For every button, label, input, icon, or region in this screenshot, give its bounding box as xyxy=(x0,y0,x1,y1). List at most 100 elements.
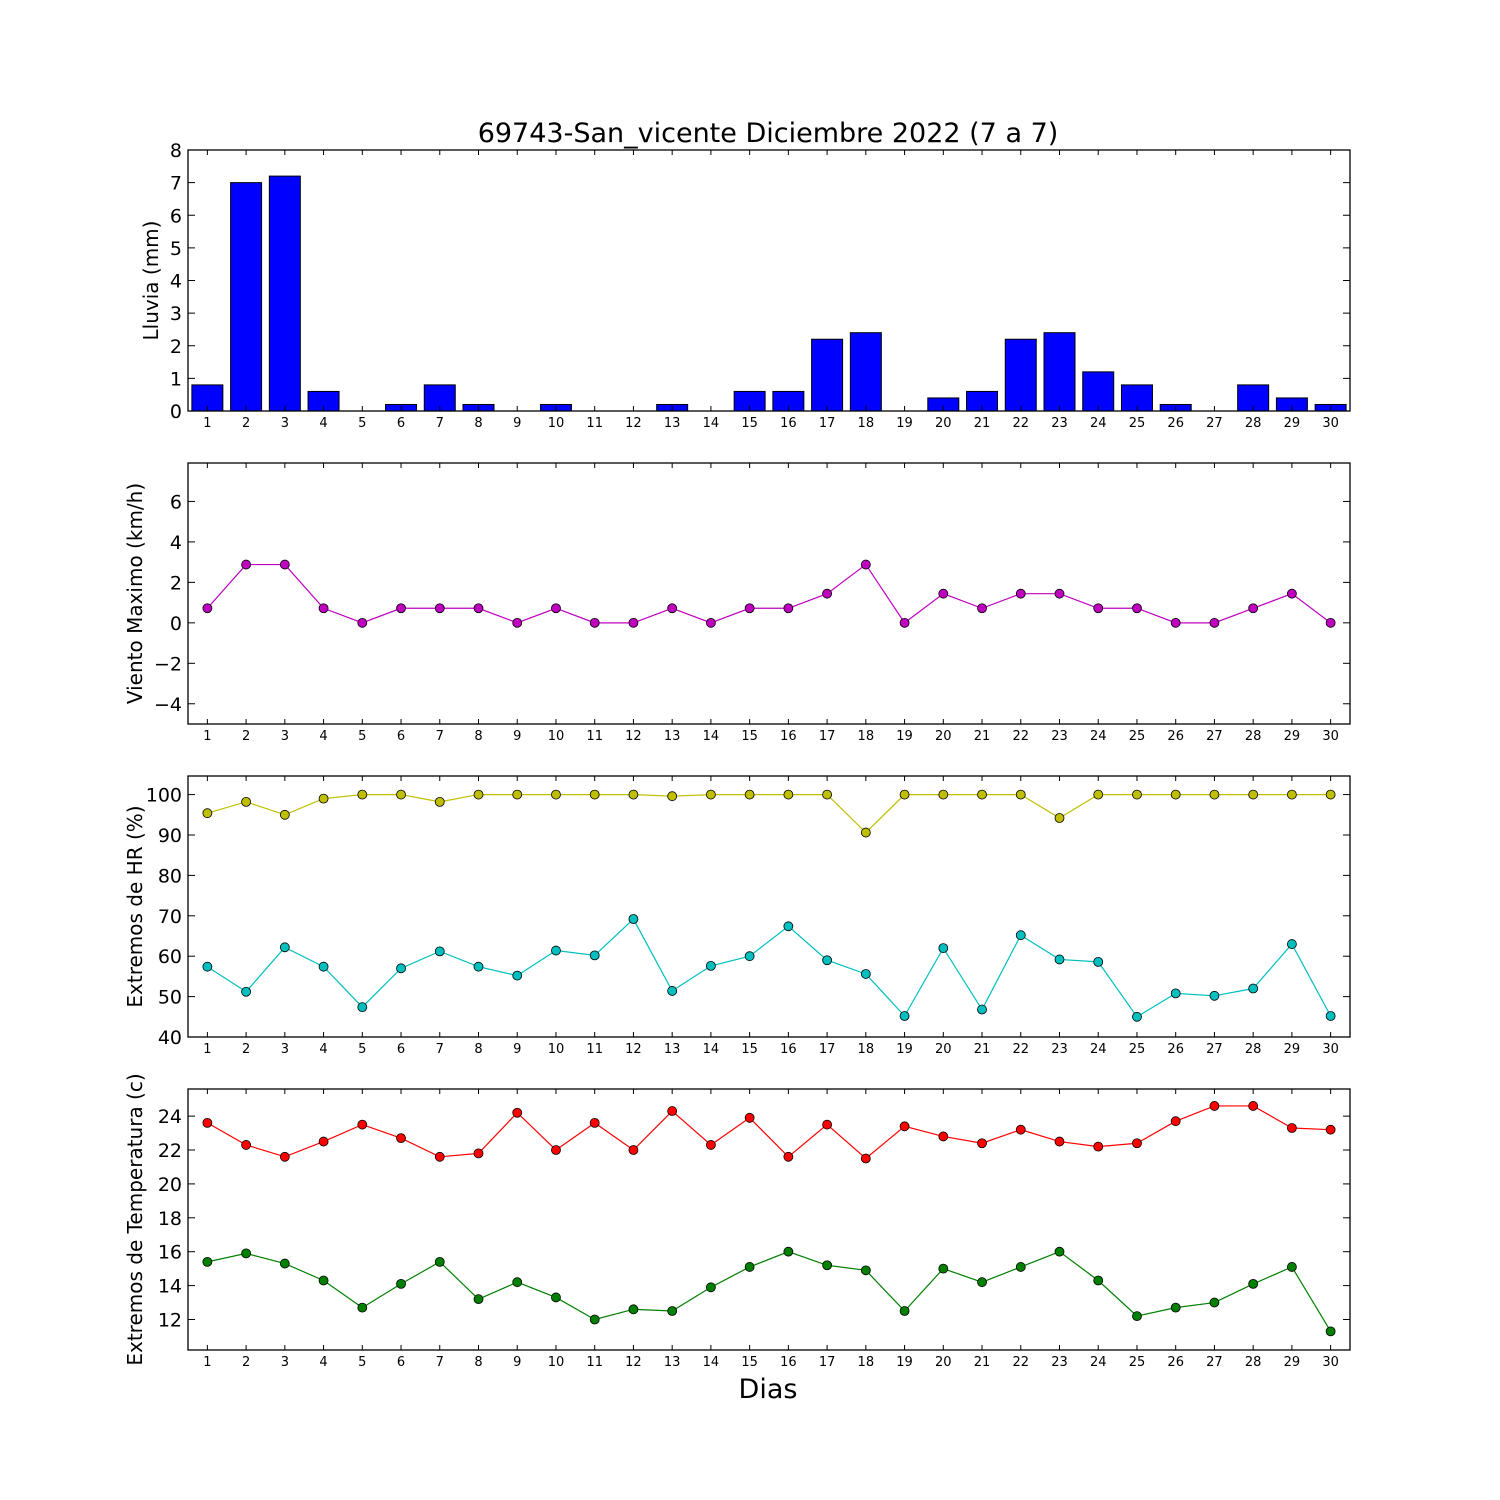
x-tick-label: 22 xyxy=(1012,1355,1029,1370)
data-point xyxy=(977,1004,987,1015)
x-tick-label: 26 xyxy=(1167,1042,1184,1057)
data-point xyxy=(899,617,910,628)
x-tick-label: 2 xyxy=(242,1355,250,1370)
x-tick-label: 21 xyxy=(974,416,991,431)
data-point xyxy=(977,603,987,614)
data-point xyxy=(1170,1302,1181,1313)
x-tick-label: 5 xyxy=(358,1042,366,1057)
data-point xyxy=(1093,789,1104,800)
x-tick-label: 29 xyxy=(1284,1042,1301,1057)
data-point xyxy=(473,961,484,972)
data-point xyxy=(899,1306,910,1316)
plot-frame xyxy=(187,775,1351,1038)
x-tick-label: 14 xyxy=(703,416,720,431)
x-tick-label: 15 xyxy=(741,416,758,431)
x-tick-label: 3 xyxy=(281,729,289,744)
y-tick-label: 22 xyxy=(158,1140,182,1162)
x-tick-label: 18 xyxy=(858,729,875,744)
series-line-2 xyxy=(207,1251,1332,1332)
x-tick-label: 25 xyxy=(1129,729,1146,744)
data-point xyxy=(1132,603,1142,614)
data-point xyxy=(1325,617,1336,628)
data-point xyxy=(1248,1279,1259,1289)
x-tick-label: 10 xyxy=(548,416,565,431)
data-point xyxy=(279,1258,290,1269)
data-point xyxy=(357,1002,368,1012)
x-tick-label: 24 xyxy=(1090,1042,1107,1057)
data-point xyxy=(899,1011,910,1021)
data-point xyxy=(241,796,252,807)
data-point xyxy=(1248,1101,1259,1111)
data-point xyxy=(241,986,252,997)
y-axis-label: Extremos de Temperatura (c) xyxy=(123,1073,147,1365)
x-tick-label: 3 xyxy=(281,1355,289,1370)
data-point xyxy=(357,617,368,628)
data-point xyxy=(512,789,523,800)
x-tick-label: 25 xyxy=(1129,1042,1146,1057)
y-axis-label: Viento Maximo (km/h) xyxy=(123,483,147,704)
y-tick-label: 8 xyxy=(170,140,182,162)
data-point xyxy=(551,603,561,614)
data-point xyxy=(473,789,484,800)
data-point xyxy=(396,1133,406,1144)
x-tick-label: 20 xyxy=(935,729,952,744)
data-point xyxy=(1325,789,1336,800)
x-tick-label: 29 xyxy=(1284,1355,1301,1370)
x-tick-label: 2 xyxy=(242,416,250,431)
x-tick-label: 11 xyxy=(586,416,603,431)
y-tick-label: 12 xyxy=(158,1309,182,1331)
x-tick-label: 14 xyxy=(703,729,720,744)
x-tick-label: 30 xyxy=(1322,1355,1339,1370)
data-point xyxy=(667,1106,678,1116)
y-tick-label: 24 xyxy=(158,1106,182,1128)
x-tick-label: 27 xyxy=(1206,1355,1223,1370)
x-tick-label: 6 xyxy=(397,1042,405,1057)
data-point xyxy=(938,1131,949,1142)
y-tick-label: 0 xyxy=(170,613,182,635)
data-point xyxy=(512,970,523,981)
data-point xyxy=(1132,1138,1142,1149)
data-point xyxy=(1209,1297,1220,1308)
y-tick-label: 7 xyxy=(170,173,182,195)
x-tick-label: 16 xyxy=(780,416,797,431)
data-point xyxy=(1170,789,1181,800)
x-tick-label: 29 xyxy=(1284,729,1301,744)
data-point xyxy=(434,1151,445,1162)
data-point xyxy=(279,559,290,570)
x-tick-label: 20 xyxy=(935,1355,952,1370)
data-point xyxy=(551,789,561,800)
data-point xyxy=(279,809,290,820)
x-tick-label: 22 xyxy=(1012,1042,1029,1057)
data-point xyxy=(977,1277,987,1288)
data-point xyxy=(1093,603,1104,614)
data-point xyxy=(318,961,329,972)
series-line-1 xyxy=(207,1105,1331,1160)
x-tick-label: 5 xyxy=(358,1355,366,1370)
data-point xyxy=(1287,789,1297,800)
x-tick-label: 9 xyxy=(513,1355,521,1370)
y-tick-label: 6 xyxy=(170,205,182,227)
panel-1: 1 2 3 4 5 6 7 8 9 10 11 12 13 14 15 16 17 18 19 20 21 22 23 24 2… xyxy=(139,140,1351,431)
data-point xyxy=(318,1275,329,1286)
y-tick-label: 18 xyxy=(158,1208,182,1230)
data-point xyxy=(396,789,406,800)
x-tick-label: 26 xyxy=(1167,1355,1184,1370)
data-point xyxy=(1132,1311,1142,1321)
data-point xyxy=(512,1107,523,1118)
data-point xyxy=(1054,954,1065,965)
chart-title: 69743-San_vicente Diciembre 2022 (7 a 7) xyxy=(478,118,1059,149)
y-tick-label: 4 xyxy=(170,271,182,293)
x-tick-label: 4 xyxy=(319,416,327,431)
x-axis-label: Dias xyxy=(739,1374,798,1405)
x-tick-label: 28 xyxy=(1245,1355,1262,1370)
x-tick-label: 22 xyxy=(1012,416,1029,431)
data-point xyxy=(1287,939,1297,949)
data-point xyxy=(706,1140,716,1150)
data-point xyxy=(1170,1116,1181,1127)
data-point xyxy=(744,603,755,614)
x-tick-label: 12 xyxy=(625,729,642,744)
data-point xyxy=(1170,617,1181,628)
y-tick-label: 16 xyxy=(158,1242,182,1264)
data-point xyxy=(1209,1101,1220,1111)
data-point xyxy=(1054,813,1065,823)
